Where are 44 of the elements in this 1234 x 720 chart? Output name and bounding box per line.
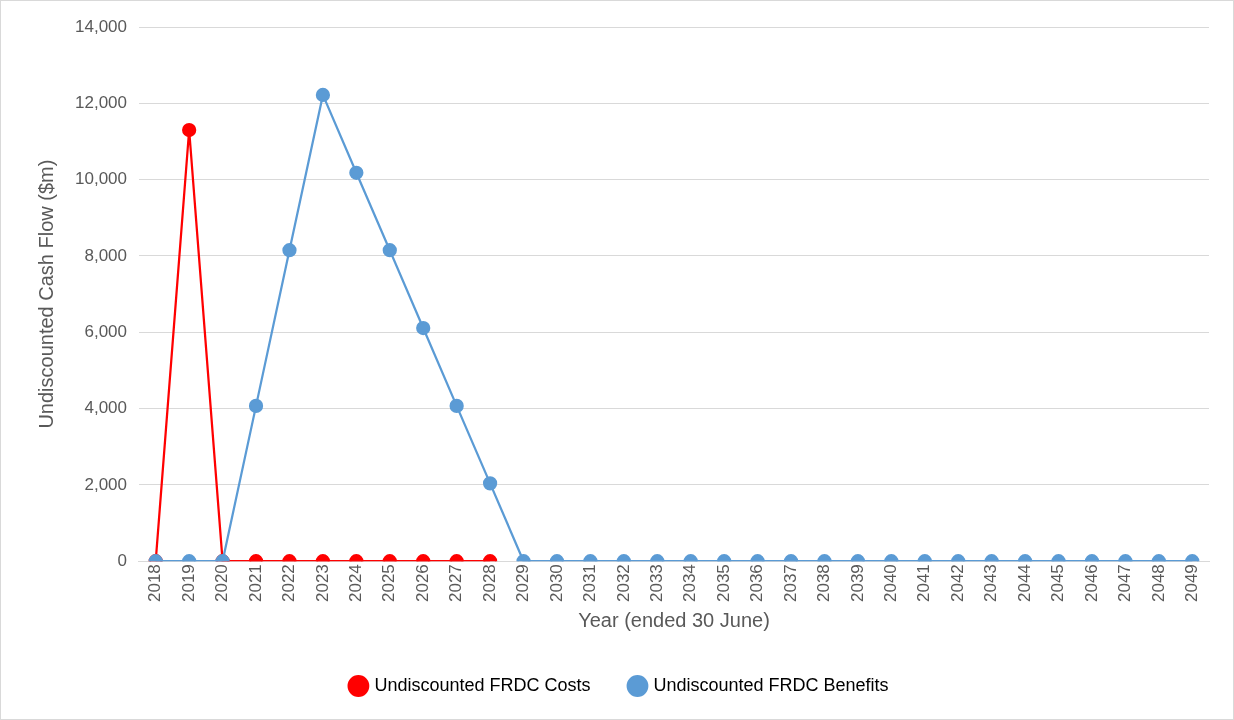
y-tick-label: 2,000: [84, 474, 127, 494]
x-tick-label: 2038: [814, 564, 834, 603]
x-tick-label: 2034: [680, 564, 700, 603]
x-tick-label: 2030: [546, 564, 566, 603]
x-tick-label: 2023: [312, 564, 332, 603]
x-axis-title: Year (ended 30 June): [578, 608, 770, 631]
y-tick-label: 0: [117, 550, 127, 570]
x-tick-label: 2041: [914, 564, 934, 603]
x-tick-label: 2033: [646, 564, 666, 603]
x-tick-label: 2042: [947, 564, 967, 603]
x-tick-label: 2048: [1148, 564, 1168, 603]
x-tick-label: 2032: [613, 564, 633, 603]
x-tick-label: 2022: [279, 564, 299, 603]
x-tick-label: 2044: [1014, 564, 1034, 603]
y-tick-label: 10,000: [75, 169, 127, 189]
x-tick-label: 2021: [245, 564, 265, 603]
x-tick-label: 2031: [580, 564, 600, 603]
x-tick-label: 2024: [346, 564, 366, 603]
legend-label: Undiscounted FRDC Benefits: [653, 674, 889, 695]
x-tick-label: 2026: [412, 564, 432, 603]
y-tick-label: 4,000: [84, 398, 127, 418]
y-tick-label: 12,000: [75, 93, 127, 112]
x-tick-label: 2027: [446, 564, 466, 603]
y-tick-label: 6,000: [84, 321, 127, 341]
x-tick-label: 2025: [379, 564, 399, 603]
legend-label: Undiscounted FRDC Costs: [374, 674, 591, 695]
x-tick-label: 2020: [212, 564, 232, 603]
x-tick-label: 2040: [881, 564, 901, 603]
x-tick-label: 2047: [1115, 564, 1135, 603]
x-tick-label: 2028: [479, 564, 499, 603]
x-tick-label: 2045: [1048, 564, 1068, 603]
x-tick-label: 2018: [145, 564, 165, 603]
y-tick-label: 8,000: [84, 245, 127, 265]
x-tick-label: 2039: [847, 564, 867, 603]
x-tick-label: 2036: [747, 564, 767, 603]
x-tick-label: 2046: [1081, 564, 1101, 603]
x-tick-label: 2019: [178, 564, 198, 603]
x-tick-label: 2043: [981, 564, 1001, 603]
x-tick-label: 2035: [713, 564, 733, 603]
y-tick-label: 14,000: [75, 16, 127, 36]
x-tick-label: 2037: [780, 564, 800, 603]
x-tick-label: 2029: [513, 564, 533, 603]
y-axis-title: Undiscounted Cash Flow ($m): [34, 159, 57, 429]
x-tick-label: 2049: [1181, 564, 1201, 603]
